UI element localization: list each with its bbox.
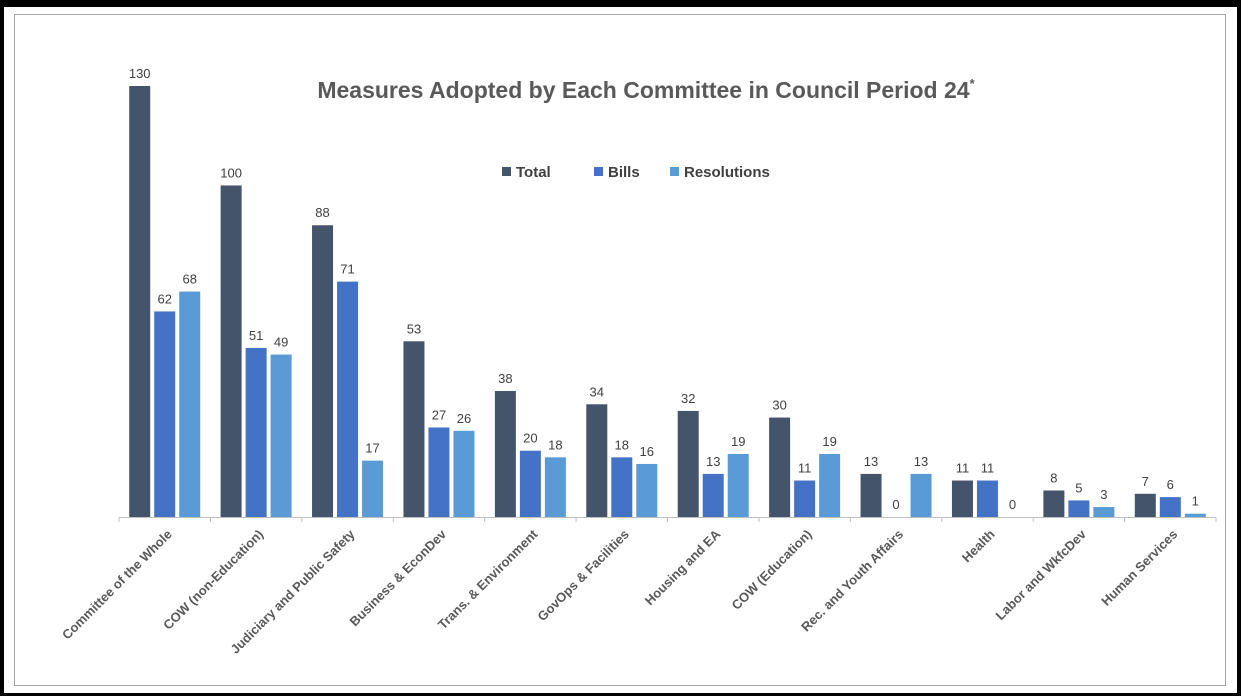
value-label-resolutions-human-services: 1 <box>1192 494 1199 509</box>
bar-total-health <box>951 480 973 517</box>
bar-bills-cow-non-education <box>245 347 267 517</box>
bar-total-govops-facilities <box>586 404 608 517</box>
value-label-resolutions-trans-environment: 18 <box>548 437 562 452</box>
bar-bills-committee-of-the-whole <box>154 311 176 517</box>
bar-resolutions-trans-environment <box>544 457 566 517</box>
bar-resolutions-rec-and-youth-affairs <box>910 473 932 517</box>
legend-swatch-total <box>502 167 511 176</box>
value-label-total-committee-of-the-whole: 130 <box>129 66 151 81</box>
value-label-resolutions-labor-and-wkfcdev: 3 <box>1100 487 1107 502</box>
bar-resolutions-committee-of-the-whole <box>179 291 201 517</box>
bar-resolutions-business-econdev <box>453 430 475 517</box>
value-label-bills-rec-and-youth-affairs: 0 <box>892 497 899 512</box>
bar-bills-housing-and-ea <box>702 473 724 517</box>
value-label-total-trans-environment: 38 <box>498 371 512 386</box>
value-label-bills-govops-facilities: 18 <box>615 437 629 452</box>
bar-total-labor-and-wkfcdev <box>1043 490 1065 517</box>
value-label-total-judiciary-and-public-safety: 88 <box>315 205 329 220</box>
legend-label-resolutions: Resolutions <box>684 164 770 181</box>
legend-swatch-resolutions <box>670 167 679 176</box>
bars-group <box>129 86 1206 517</box>
bar-bills-cow-education <box>794 480 816 517</box>
category-label-committee-of-the-whole: Committee of the Whole <box>59 527 175 643</box>
bar-total-cow-non-education <box>220 185 242 517</box>
value-label-total-cow-non-education: 100 <box>220 165 242 180</box>
bar-bills-health <box>976 480 998 517</box>
value-label-total-cow-education: 30 <box>772 398 786 413</box>
value-label-bills-cow-education: 11 <box>798 461 812 476</box>
legend-label-total: Total <box>516 164 551 181</box>
bar-resolutions-govops-facilities <box>636 463 658 517</box>
category-label-rec-and-youth-affairs: Rec. and Youth Affairs <box>798 527 906 635</box>
value-label-resolutions-rec-and-youth-affairs: 13 <box>914 454 928 469</box>
bar-resolutions-labor-and-wkfcdev <box>1093 507 1115 517</box>
bar-total-trans-environment <box>494 391 516 517</box>
legend-label-bills: Bills <box>608 164 640 181</box>
bar-bills-business-econdev <box>428 427 450 517</box>
bar-total-business-econdev <box>403 341 425 517</box>
value-label-bills-trans-environment: 20 <box>523 431 537 446</box>
value-label-total-human-services: 7 <box>1142 474 1149 489</box>
bar-total-committee-of-the-whole <box>129 86 151 517</box>
category-label-health: Health <box>959 526 998 565</box>
bar-total-housing-and-ea <box>677 410 699 517</box>
value-label-resolutions-business-econdev: 26 <box>457 411 471 426</box>
bar-resolutions-cow-education <box>819 454 841 517</box>
chart-title: Measures Adopted by Each Committee in Co… <box>317 76 975 103</box>
bar-resolutions-human-services <box>1184 513 1206 517</box>
bar-total-judiciary-and-public-safety <box>312 225 334 517</box>
value-label-total-business-econdev: 53 <box>407 321 421 336</box>
value-label-total-govops-facilities: 34 <box>590 384 604 399</box>
category-label-cow-education: COW (Education) <box>729 527 815 613</box>
x-axis <box>118 517 1217 522</box>
value-label-resolutions-judiciary-and-public-safety: 17 <box>365 441 379 456</box>
category-label-human-services: Human Services <box>1098 527 1180 609</box>
value-label-total-labor-and-wkfcdev: 8 <box>1050 470 1057 485</box>
category-label-govops-facilities: GovOps & Facilities <box>534 527 631 624</box>
bar-bills-trans-environment <box>519 450 541 517</box>
chart-area <box>14 14 1226 686</box>
bar-bills-judiciary-and-public-safety <box>337 281 359 517</box>
value-label-total-housing-and-ea: 32 <box>681 391 695 406</box>
bar-bills-govops-facilities <box>611 457 633 517</box>
value-label-bills-health: 11 <box>981 461 995 476</box>
value-label-total-rec-and-youth-affairs: 13 <box>864 454 878 469</box>
category-label-business-econdev: Business & EconDev <box>347 526 450 629</box>
bar-resolutions-judiciary-and-public-safety <box>362 460 384 517</box>
bar-total-cow-education <box>769 417 791 517</box>
category-label-labor-and-wkfcdev: Labor and WkfcDev <box>993 526 1090 623</box>
value-label-bills-labor-and-wkfcdev: 5 <box>1075 480 1082 495</box>
bar-resolutions-housing-and-ea <box>727 454 749 517</box>
bar-total-rec-and-youth-affairs <box>860 473 882 517</box>
category-label-housing-and-ea: Housing and EA <box>642 526 724 608</box>
value-label-bills-housing-and-ea: 13 <box>706 454 720 469</box>
value-label-resolutions-govops-facilities: 16 <box>640 444 654 459</box>
value-label-total-health: 11 <box>956 461 970 476</box>
value-label-bills-business-econdev: 27 <box>432 407 446 422</box>
value-label-resolutions-cow-education: 19 <box>822 434 836 449</box>
chart-legend: Total Bills Resolutions <box>502 164 770 181</box>
category-label-cow-non-education: COW (non-Education) <box>160 527 266 633</box>
bar-total-human-services <box>1134 493 1156 517</box>
chart-title-superscript: * <box>970 76 976 91</box>
value-label-resolutions-cow-non-education: 49 <box>274 335 288 350</box>
category-label-trans-environment: Trans. & Environment <box>435 526 541 632</box>
legend-swatch-bills <box>594 167 603 176</box>
value-label-resolutions-health: 0 <box>1009 497 1016 512</box>
value-label-bills-human-services: 6 <box>1167 477 1174 492</box>
bar-bills-human-services <box>1159 497 1181 517</box>
value-label-resolutions-committee-of-the-whole: 68 <box>182 272 196 287</box>
value-label-bills-committee-of-the-whole: 62 <box>157 291 171 306</box>
value-label-bills-cow-non-education: 51 <box>249 328 263 343</box>
bar-resolutions-cow-non-education <box>270 354 292 517</box>
bar-bills-labor-and-wkfcdev <box>1068 500 1090 517</box>
value-label-bills-judiciary-and-public-safety: 71 <box>340 262 354 277</box>
chart-title-text: Measures Adopted by Each Committee in Co… <box>317 77 969 103</box>
value-label-resolutions-housing-and-ea: 19 <box>731 434 745 449</box>
